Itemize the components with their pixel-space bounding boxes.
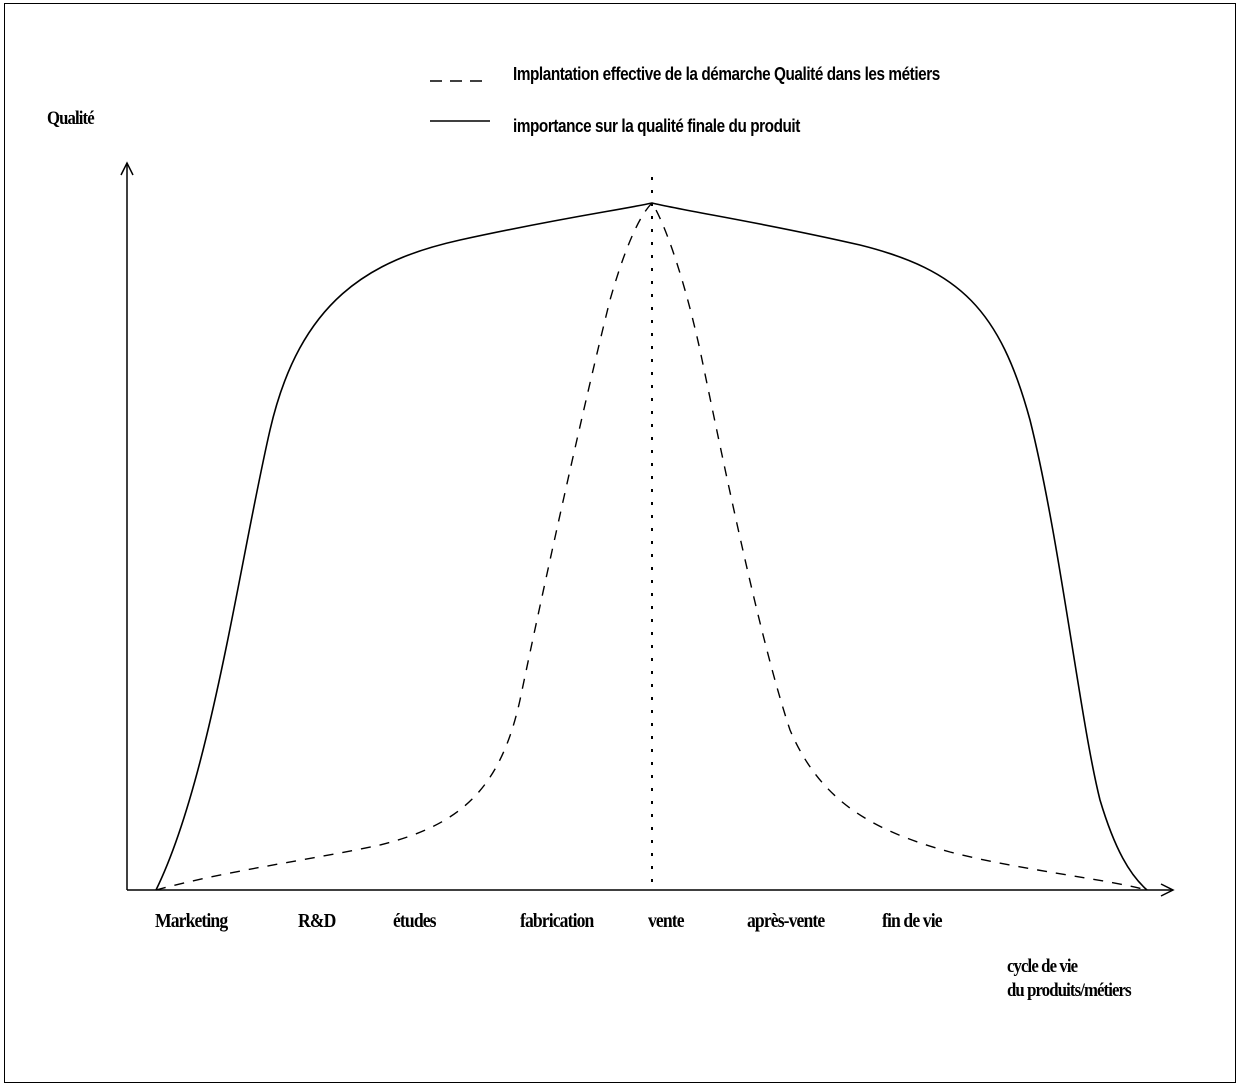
y-axis-label: Qualité bbox=[47, 108, 94, 130]
legend-dashed-label: Implantation effective de la démarche Qu… bbox=[513, 64, 940, 85]
tick-label-fin-de-vie: fin de vie bbox=[882, 910, 942, 933]
x-axis-label-line1: cycle de vie bbox=[1007, 956, 1077, 978]
tick-label-rd: R&D bbox=[298, 910, 335, 933]
legend-solid-label: importance sur la qualité finale du prod… bbox=[513, 116, 800, 137]
tick-label-vente: vente bbox=[648, 910, 684, 933]
x-axis-label-line2: du produits/métiers bbox=[1007, 980, 1131, 1002]
series-importance-line bbox=[156, 203, 1147, 890]
series-implantation-line bbox=[156, 203, 1147, 890]
tick-label-marketing: Marketing bbox=[155, 910, 227, 933]
tick-label-apres-vente: après-vente bbox=[747, 910, 824, 933]
tick-label-etudes: études bbox=[393, 910, 436, 933]
tick-label-fabrication: fabrication bbox=[520, 910, 593, 933]
